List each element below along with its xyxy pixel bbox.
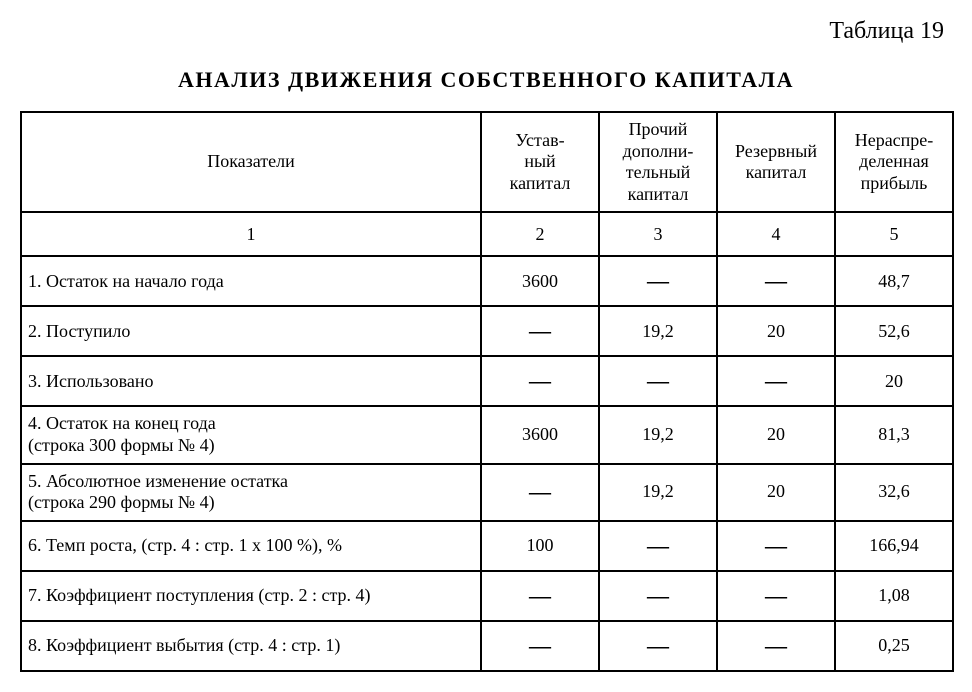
header-col-2: Устав-ныйкапитал bbox=[481, 112, 599, 212]
cell: 19,2 bbox=[599, 406, 717, 463]
row-label: 7. Коэффициент поступления (стр. 2 : стр… bbox=[21, 571, 481, 621]
row-label: 5. Абсолютное изменение остатка(строка 2… bbox=[21, 464, 481, 521]
row-label: 2. Поступило bbox=[21, 306, 481, 356]
table-title: АНАЛИЗ ДВИЖЕНИЯ СОБСТВЕННОГО КАПИТАЛА bbox=[20, 67, 952, 93]
capital-analysis-table: Показатели Устав-ныйкапитал Прочийдополн… bbox=[20, 111, 954, 672]
cell: 100 bbox=[481, 521, 599, 571]
table-row: 4. Остаток на конец года(строка 300 форм… bbox=[21, 406, 953, 463]
colnum-1: 1 bbox=[21, 212, 481, 256]
cell: — bbox=[481, 621, 599, 671]
table-row: 2. Поступило — 19,2 20 52,6 bbox=[21, 306, 953, 356]
cell: — bbox=[599, 571, 717, 621]
cell: 19,2 bbox=[599, 464, 717, 521]
cell: — bbox=[481, 306, 599, 356]
cell: — bbox=[717, 621, 835, 671]
colnum-4: 4 bbox=[717, 212, 835, 256]
table-row: 3. Использовано — — — 20 bbox=[21, 356, 953, 406]
cell: — bbox=[599, 621, 717, 671]
cell: 20 bbox=[717, 306, 835, 356]
colnum-3: 3 bbox=[599, 212, 717, 256]
cell: 20 bbox=[717, 464, 835, 521]
table-row: 5. Абсолютное изменение остатка(строка 2… bbox=[21, 464, 953, 521]
table-row: 8. Коэффициент выбытия (стр. 4 : стр. 1)… bbox=[21, 621, 953, 671]
row-label: 3. Использовано bbox=[21, 356, 481, 406]
cell: 166,94 bbox=[835, 521, 953, 571]
cell: — bbox=[481, 356, 599, 406]
colnum-2: 2 bbox=[481, 212, 599, 256]
cell: — bbox=[717, 521, 835, 571]
header-row: Показатели Устав-ныйкапитал Прочийдополн… bbox=[21, 112, 953, 212]
cell: 3600 bbox=[481, 406, 599, 463]
cell: 3600 bbox=[481, 256, 599, 306]
colnum-5: 5 bbox=[835, 212, 953, 256]
cell: 19,2 bbox=[599, 306, 717, 356]
table-row: 7. Коэффициент поступления (стр. 2 : стр… bbox=[21, 571, 953, 621]
cell: — bbox=[481, 464, 599, 521]
table-row: 6. Темп роста, (стр. 4 : стр. 1 х 100 %)… bbox=[21, 521, 953, 571]
header-indicators: Показатели bbox=[21, 112, 481, 212]
cell: 32,6 bbox=[835, 464, 953, 521]
cell: 20 bbox=[835, 356, 953, 406]
cell: — bbox=[717, 256, 835, 306]
cell: 0,25 bbox=[835, 621, 953, 671]
row-label: 1. Остаток на начало года bbox=[21, 256, 481, 306]
table-row: 1. Остаток на начало года 3600 — — 48,7 bbox=[21, 256, 953, 306]
cell: — bbox=[717, 356, 835, 406]
cell: 1,08 bbox=[835, 571, 953, 621]
cell: — bbox=[717, 571, 835, 621]
cell: — bbox=[599, 356, 717, 406]
table-number-label: Таблица 19 bbox=[20, 18, 952, 45]
cell: 52,6 bbox=[835, 306, 953, 356]
cell: — bbox=[599, 521, 717, 571]
header-col-5: Нераспре-деленнаяприбыль bbox=[835, 112, 953, 212]
cell: — bbox=[481, 571, 599, 621]
cell: 81,3 bbox=[835, 406, 953, 463]
header-col-3: Прочийдополни-тельныйкапитал bbox=[599, 112, 717, 212]
cell: 48,7 bbox=[835, 256, 953, 306]
cell: 20 bbox=[717, 406, 835, 463]
column-number-row: 1 2 3 4 5 bbox=[21, 212, 953, 256]
table-body: 1. Остаток на начало года 3600 — — 48,7 … bbox=[21, 256, 953, 670]
header-col-4: Резервныйкапитал bbox=[717, 112, 835, 212]
row-label: 6. Темп роста, (стр. 4 : стр. 1 х 100 %)… bbox=[21, 521, 481, 571]
cell: — bbox=[599, 256, 717, 306]
row-label: 8. Коэффициент выбытия (стр. 4 : стр. 1) bbox=[21, 621, 481, 671]
row-label: 4. Остаток на конец года(строка 300 форм… bbox=[21, 406, 481, 463]
